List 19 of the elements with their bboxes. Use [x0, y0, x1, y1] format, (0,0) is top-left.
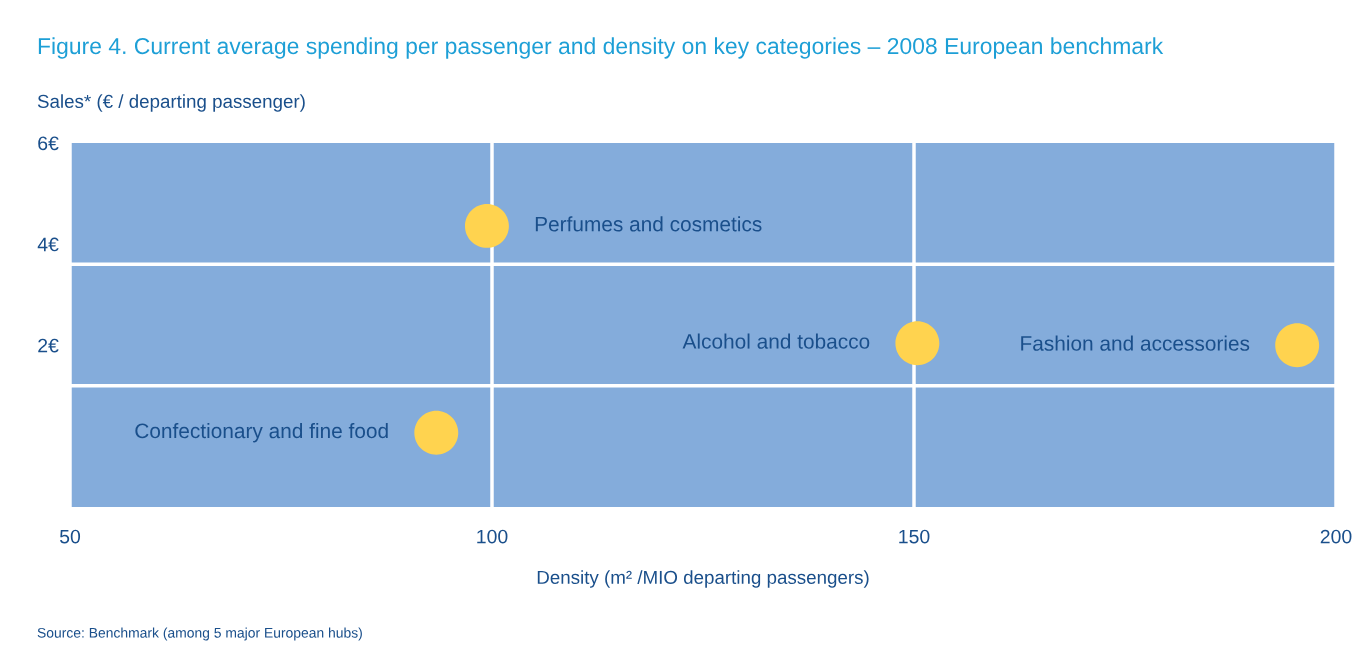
x-tick-label: 100: [477, 529, 508, 544]
y-tick-label: 2€: [38, 338, 59, 353]
point: [414, 410, 459, 455]
y-tick-label: 6€: [38, 136, 59, 151]
source-note: Source: Benchmark (among 5 major European hubs): [37, 627, 362, 641]
x-tick-label: 150: [899, 529, 930, 544]
point: [1275, 323, 1320, 368]
point: [464, 203, 509, 248]
annotation: Perfumes and cosmetics: [535, 216, 762, 232]
x-axis-title: Density (m² /MIO departing passengers): [537, 570, 869, 588]
annotation: Confectionary and fine food: [135, 422, 388, 443]
annotation: Alcohol and tobacco: [682, 333, 870, 349]
annotation: Fashion and accessories: [1021, 335, 1250, 351]
x-tick-label: 50: [59, 529, 81, 544]
x-tick-label: 200: [1320, 529, 1352, 544]
point: [895, 321, 940, 366]
chart-title: Figure 4. Current average spending per passenger and density on key categories – 2008 European benchmark: [38, 37, 1164, 59]
y-axis-title: Sales* (€ / departing passenger): [37, 94, 305, 112]
y-tick-label: 4€: [37, 237, 59, 252]
